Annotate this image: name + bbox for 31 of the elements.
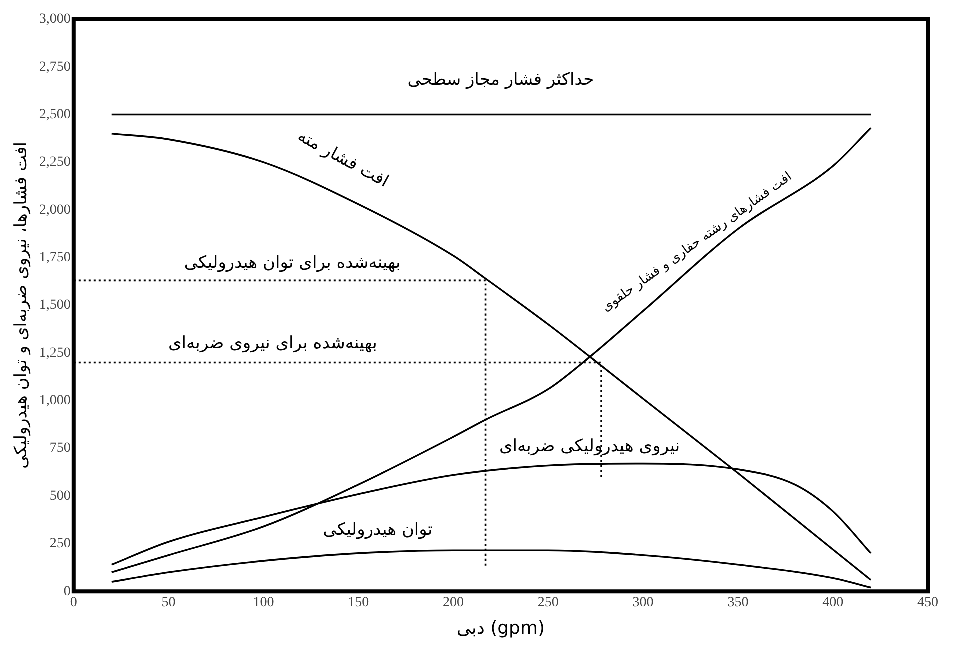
y-tick-label: 2,250: [39, 155, 71, 170]
y-tick-label: 1,250: [39, 346, 71, 361]
annotation: افت فشارهای رشته حفاری و فشار حلقوی: [600, 170, 796, 316]
x-tick-label: 300: [632, 596, 654, 611]
x-tick-label: 250: [538, 596, 559, 611]
annotation: نیروی هیدرولیکی ضربه‌ای: [499, 436, 680, 456]
y-tick-label: 3,000: [39, 12, 71, 28]
annotation: بهینه‌شده برای نیروی ضربه‌ای: [168, 333, 378, 354]
y-tick-label: 1,750: [39, 250, 71, 266]
y-axis-title: افت فشارها، نیروی ضربه‌ای و توان هیدرولیکی: [12, 142, 32, 469]
x-tick-label: 200: [443, 596, 464, 611]
annotation: بهینه‌شده برای توان هیدرولیکی: [184, 253, 401, 274]
y-tick-label: 750: [50, 441, 71, 456]
y-tick-label: 2,750: [39, 60, 71, 75]
y-tick-label: 250: [50, 536, 71, 552]
y-tick-label: 0: [64, 584, 71, 600]
annotation: توان هیدرولیکی: [323, 520, 433, 540]
x-tick-label: 150: [348, 596, 370, 611]
y-tick-label: 2,000: [39, 202, 71, 218]
x-tick-label: 50: [162, 596, 176, 611]
y-tick-label: 1,000: [39, 394, 71, 409]
x-tick-label: 100: [253, 596, 274, 611]
x-tick-label: 450: [918, 596, 938, 611]
y-tick-label: 500: [50, 488, 71, 504]
x-axis-title: دبی (gpm): [456, 618, 546, 639]
x-tick-label: 350: [728, 596, 749, 611]
y-tick-label: 2,500: [39, 107, 71, 122]
y-tick-label: 1,500: [39, 298, 71, 314]
x-tick-label: 400: [822, 596, 844, 611]
annotation: افت فشار مته: [294, 126, 392, 192]
annotation: حداکثر فشار مجاز سطحی: [408, 70, 594, 90]
